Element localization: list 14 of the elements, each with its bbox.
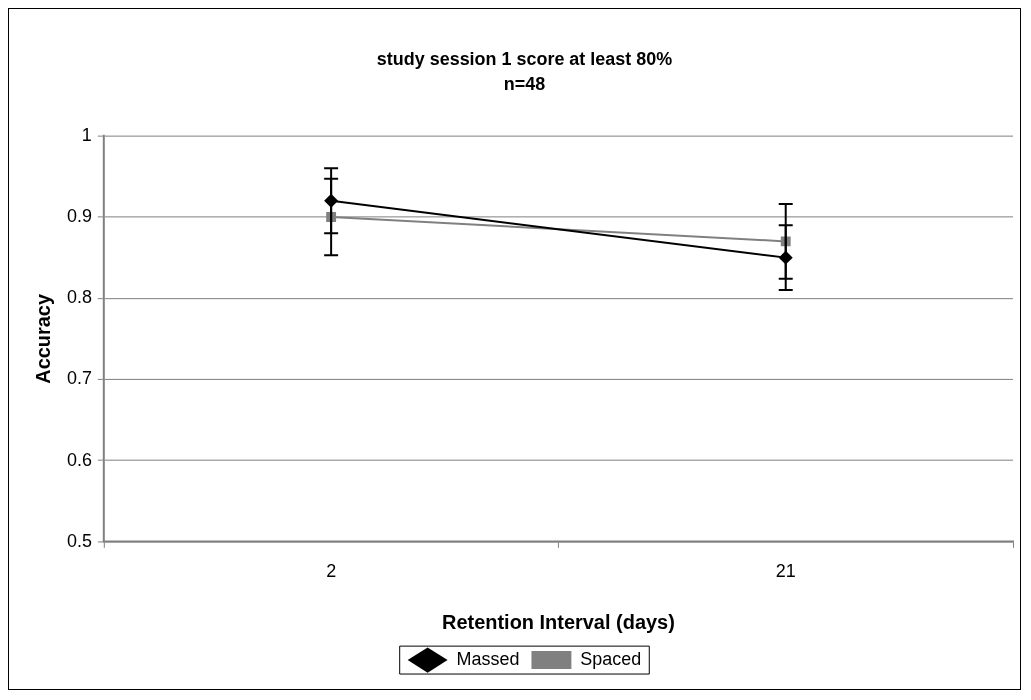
- y-tick-label: 0.8: [66, 287, 92, 308]
- y-tick-label: 0.7: [66, 368, 92, 389]
- x-tick-label: 2: [326, 561, 337, 582]
- y-axis-title: Accuracy: [32, 293, 55, 384]
- y-tick-label: 0.6: [66, 449, 92, 470]
- x-tick-label: 21: [775, 561, 796, 582]
- chart-subtitle: n=48: [503, 74, 546, 95]
- y-tick-label: 0.5: [66, 530, 92, 551]
- legend-label: Massed: [456, 649, 520, 670]
- y-tick-label: 1: [81, 124, 92, 145]
- legend-label: Spaced: [580, 649, 642, 670]
- chart-title: study session 1 score at least 80%: [376, 48, 673, 69]
- x-axis-title: Retention Interval (days): [442, 610, 675, 633]
- y-tick-label: 0.9: [66, 205, 92, 226]
